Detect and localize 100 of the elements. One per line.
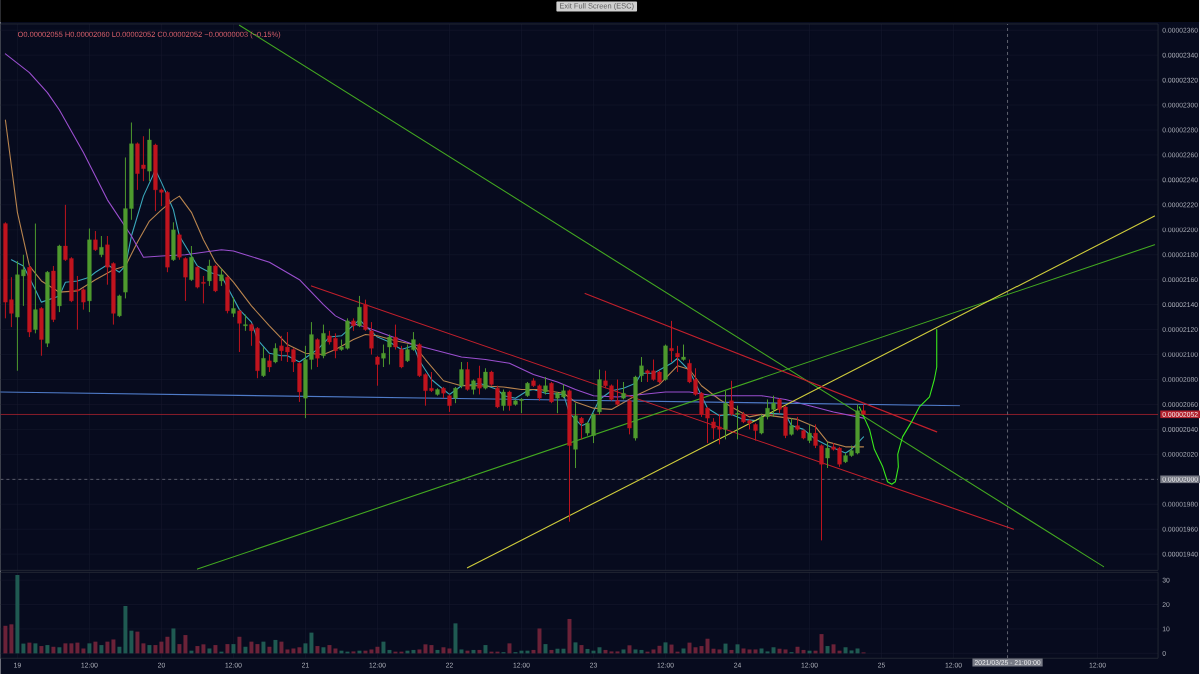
bar <box>57 647 62 654</box>
bar <box>261 641 266 654</box>
line-series <box>858 328 938 485</box>
bar <box>159 641 164 654</box>
bar <box>123 605 128 654</box>
bar <box>447 648 452 654</box>
bar <box>93 641 98 654</box>
candlestick <box>375 355 380 387</box>
bar <box>285 649 290 654</box>
bar <box>213 644 218 654</box>
candlestick <box>321 323 326 359</box>
candlestick <box>387 333 392 365</box>
bar <box>627 645 632 654</box>
bar <box>381 641 386 654</box>
bar <box>567 618 572 654</box>
bar <box>33 643 38 654</box>
candlestick <box>393 323 398 350</box>
candlestick <box>729 380 734 417</box>
bar <box>681 648 686 654</box>
bar <box>195 645 200 654</box>
candlestick <box>675 345 680 373</box>
bar <box>723 643 728 654</box>
bar <box>111 639 116 654</box>
bar <box>597 647 602 654</box>
bar <box>171 628 176 654</box>
candlestick <box>237 309 242 353</box>
bar <box>795 646 800 654</box>
bar <box>165 636 170 654</box>
bar <box>705 638 710 654</box>
bar <box>15 574 20 654</box>
bar <box>579 644 584 654</box>
bar <box>207 648 212 654</box>
bar <box>321 647 326 654</box>
bar <box>183 634 188 654</box>
bar <box>3 625 8 654</box>
bar <box>99 644 104 654</box>
bar <box>105 641 110 654</box>
bar <box>291 648 296 654</box>
bar <box>87 643 92 654</box>
bar <box>417 649 422 654</box>
candlestick <box>369 321 374 355</box>
bar <box>267 646 272 654</box>
bar <box>21 643 26 654</box>
bar <box>459 649 464 654</box>
candlestick <box>639 356 644 383</box>
candlestick <box>33 222 38 334</box>
bar <box>129 630 134 654</box>
bar <box>39 645 44 654</box>
bar <box>831 644 836 654</box>
bar <box>297 647 302 654</box>
bar <box>9 624 14 654</box>
candlestick <box>465 361 470 392</box>
bar <box>117 646 122 654</box>
bar <box>201 644 206 654</box>
candlestick <box>807 423 812 444</box>
candlestick <box>459 361 464 389</box>
bar <box>315 645 320 654</box>
bar <box>693 647 698 654</box>
bar <box>333 648 338 654</box>
bar <box>747 649 752 654</box>
bar <box>741 648 746 654</box>
bar <box>303 643 308 654</box>
bar <box>375 646 380 654</box>
bar <box>63 643 68 654</box>
bar <box>735 644 740 654</box>
candlestick <box>183 256 188 302</box>
bar <box>699 645 704 654</box>
bar <box>423 644 428 654</box>
bar <box>441 647 446 654</box>
candlestick <box>357 295 362 328</box>
bar <box>543 643 548 654</box>
candlestick <box>261 346 266 378</box>
bar <box>573 642 578 654</box>
candlestick <box>207 259 212 287</box>
bar <box>45 644 50 654</box>
bar <box>687 642 692 654</box>
bar <box>483 644 488 654</box>
bar <box>147 644 152 654</box>
bar <box>81 648 86 654</box>
candlestick <box>93 230 98 252</box>
bar <box>369 649 374 654</box>
bar <box>753 649 758 654</box>
candlestick <box>315 337 320 368</box>
candlestick <box>735 405 740 440</box>
bar <box>27 642 32 654</box>
bar <box>771 647 776 654</box>
bar <box>141 643 146 654</box>
candlestick <box>669 320 674 363</box>
bar <box>849 650 854 654</box>
bar <box>633 649 638 654</box>
bar <box>237 636 242 654</box>
bar <box>69 643 74 654</box>
bar <box>843 647 848 654</box>
bar <box>717 649 722 654</box>
bar <box>819 633 824 654</box>
candlestick <box>231 296 236 318</box>
bar <box>327 644 332 654</box>
bar <box>783 649 788 654</box>
candlestick <box>825 441 830 469</box>
bar <box>429 644 434 654</box>
